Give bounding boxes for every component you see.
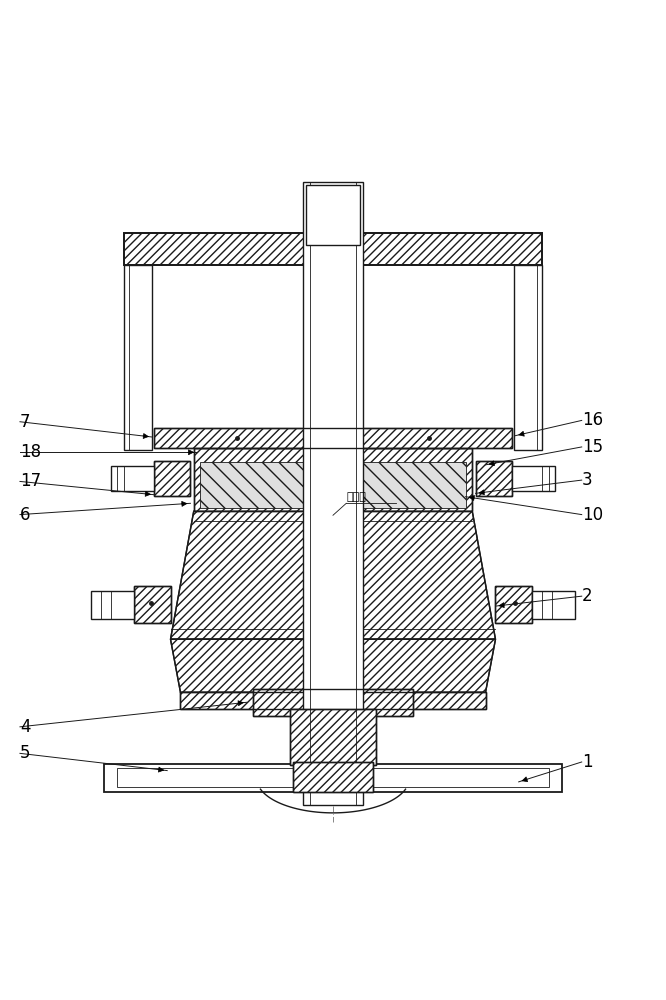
Text: 填料组: 填料组 [346,492,366,502]
Bar [180,692,486,709]
Bar [124,233,542,265]
Bar [476,461,512,496]
Bar [104,764,562,792]
Bar [111,466,154,491]
Bar [496,586,532,623]
Polygon shape [303,511,363,639]
Bar [293,762,373,792]
Bar [303,182,363,805]
Text: 1: 1 [581,753,592,771]
Bar [180,692,486,709]
Text: 7: 7 [20,413,31,431]
Text: 6: 6 [20,506,31,524]
Text: 15: 15 [581,438,603,456]
Polygon shape [170,639,496,692]
Bar [290,709,376,765]
Bar [154,461,190,496]
Text: 17: 17 [20,472,41,490]
Bar [306,185,360,245]
Text: 5: 5 [20,744,31,762]
Bar [512,466,555,491]
Bar [134,586,170,623]
Bar [363,462,466,508]
Bar [194,448,472,511]
Bar [91,591,134,619]
Bar [293,762,373,792]
Text: 10: 10 [581,506,603,524]
Text: 16: 16 [581,411,603,429]
Bar [134,586,170,623]
Bar [124,233,542,265]
Bar [194,448,472,511]
Bar [124,265,152,450]
Text: 18: 18 [20,443,41,461]
Text: 4: 4 [20,718,31,736]
Polygon shape [170,511,496,639]
Bar [254,689,412,716]
Bar [154,428,512,448]
Text: 3: 3 [581,471,592,489]
Text: 2: 2 [581,587,592,605]
Polygon shape [303,639,363,692]
Bar [154,461,190,496]
Bar [254,689,412,716]
Bar [117,768,549,787]
Bar [154,428,512,448]
Bar [532,591,575,619]
Bar [290,709,376,765]
Bar [200,462,303,508]
Bar [496,586,532,623]
Bar [514,265,542,450]
Bar [476,461,512,496]
